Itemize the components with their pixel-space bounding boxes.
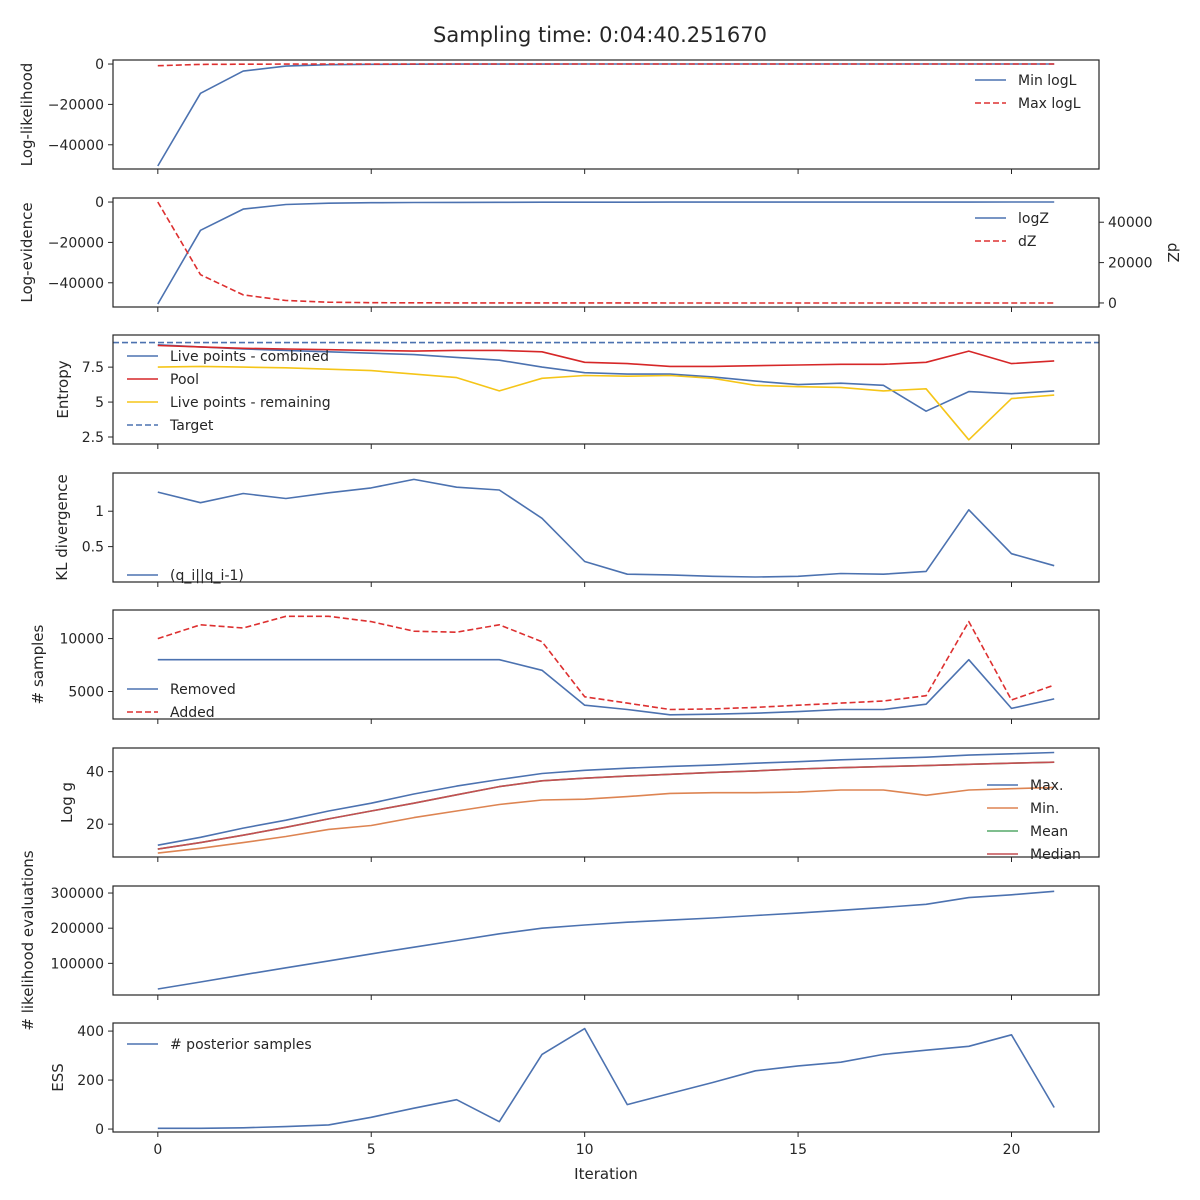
y-tick-label: 5000	[68, 684, 104, 700]
series-line-max-	[157, 751, 1055, 846]
legend: Max. Min. Mean Median	[987, 778, 1081, 863]
panel-8: 0 200 400 0 5 10 15 20 ESS # posterior samples	[49, 1022, 1100, 1158]
legend: Min logL Max logL	[975, 73, 1081, 112]
y-tick-label: −40000	[48, 276, 104, 292]
panel-7: 100000 200000 300000 # likelihood evaluatio…	[19, 850, 1100, 1031]
y-tick-label: 1	[95, 504, 104, 520]
x-tick-label: 20	[1003, 1142, 1021, 1158]
series-line-removed	[157, 658, 1055, 716]
legend-label: Added	[170, 705, 215, 721]
y2-tick-label: 0	[1108, 296, 1117, 312]
legend-label: logZ	[1018, 211, 1049, 227]
x-tick-label: 0	[153, 1142, 162, 1158]
legend: (q_i||q_i-1)	[127, 568, 244, 584]
legend-label: Live points - remaining	[170, 395, 331, 411]
series-line-live-points-combined	[157, 344, 1055, 413]
y-tick-label: 40	[86, 765, 104, 781]
series-line-min-logl	[157, 63, 1055, 167]
legend: Live points - combined Pool Live points - …	[127, 349, 331, 434]
legend-label: Live points - combined	[170, 349, 329, 365]
legend-label: Median	[1030, 847, 1081, 863]
legend: # posterior samples	[127, 1037, 312, 1053]
y-axis-label: KL divergence	[53, 474, 71, 580]
legend-label: Min.	[1030, 801, 1059, 817]
legend-label: Max.	[1030, 778, 1063, 794]
series-line-median	[157, 761, 1055, 850]
y-tick-label: −40000	[48, 138, 104, 154]
axes-frame	[112, 472, 1100, 583]
panel-3: 2.5 5 7.5 Entropy Live points - combined Pool…	[54, 334, 1100, 449]
x-tick-label: 5	[367, 1142, 376, 1158]
figure-title: Sampling time: 0:04:40.251670	[433, 23, 767, 47]
x-tick-label: 15	[789, 1142, 807, 1158]
y-axis-label: Entropy	[54, 360, 72, 418]
y-tick-label: 0	[95, 57, 104, 73]
y-tick-label: −20000	[48, 97, 104, 113]
legend: logZ dZ	[975, 211, 1049, 250]
legend-label: Mean	[1030, 824, 1068, 840]
y2-tick-label: 20000	[1108, 256, 1153, 272]
series-line-added	[157, 615, 1055, 711]
axes-frame	[112, 1022, 1100, 1133]
panel-4: 0.5 1 KL divergence (q_i||q_i-1)	[53, 472, 1100, 587]
y-tick-label: 300000	[51, 886, 104, 902]
y-tick-label: 2.5	[82, 430, 104, 446]
legend: Removed Added	[127, 682, 236, 721]
axes-frame	[112, 747, 1100, 858]
y-axis-label: Log-likelihood	[18, 63, 36, 167]
series-line-max-logl	[157, 63, 1055, 67]
legend-label: Pool	[170, 372, 199, 388]
x-axis-label: Iteration	[574, 1165, 638, 1183]
axes-frame	[112, 197, 1100, 308]
legend-label: Max logL	[1018, 96, 1081, 112]
y-tick-label: 10000	[59, 632, 104, 648]
y-tick-label: 5	[95, 395, 104, 411]
y-tick-label: 400	[77, 1024, 104, 1040]
y-tick-label: 0	[95, 1122, 104, 1138]
y-tick-label: 0.5	[82, 540, 104, 556]
y2-axis-label: dZ	[1164, 243, 1182, 263]
axes-frame	[112, 59, 1100, 170]
y-axis-label: # likelihood evaluations	[19, 850, 37, 1030]
series-line--posterior-samples	[157, 1027, 1055, 1130]
axes-frame	[112, 334, 1100, 445]
y-tick-label: 7.5	[82, 360, 104, 376]
series-line-dz	[157, 201, 1055, 304]
y2-tick-label: 40000	[1108, 215, 1153, 231]
legend-label: Removed	[170, 682, 236, 698]
series-line--q-i-q-i-1-	[157, 478, 1055, 578]
legend-label: # posterior samples	[170, 1037, 312, 1053]
panel-6: 20 40 Log g Max. Min. Mean Median	[58, 747, 1100, 863]
y-tick-label: 200	[77, 1073, 104, 1089]
panel-2: 0 −20000 −40000 0 20000 40000 dZ Log-evidence lo…	[18, 195, 1182, 312]
y-axis-label: # samples	[29, 624, 47, 704]
legend-label: dZ	[1018, 234, 1036, 250]
y-tick-label: 0	[95, 195, 104, 211]
series-line-data	[157, 890, 1055, 990]
legend-label: (q_i||q_i-1)	[170, 568, 244, 584]
panel-5: 5000 10000 # samples Removed Added	[29, 609, 1100, 724]
series-line-min-	[157, 786, 1055, 854]
y-axis-label: ESS	[49, 1063, 67, 1092]
y-tick-label: 100000	[51, 956, 104, 972]
y-tick-label: 200000	[51, 921, 104, 937]
axes-frame	[112, 885, 1100, 996]
y-axis-label: Log-evidence	[18, 202, 36, 302]
x-tick-label: 10	[576, 1142, 594, 1158]
panel-1: 0 −20000 −40000 Log-likelihood Min logL Max l…	[18, 57, 1100, 174]
y-tick-label: −20000	[48, 235, 104, 251]
axes-frame	[112, 609, 1100, 720]
y-tick-label: 20	[86, 817, 104, 833]
series-line-logz	[157, 201, 1055, 305]
series-line-live-points-remaining	[157, 365, 1055, 441]
legend-label: Target	[169, 418, 214, 434]
y-axis-label: Log g	[58, 782, 76, 823]
legend-label: Min logL	[1018, 73, 1077, 89]
series-line-pool	[157, 344, 1055, 368]
